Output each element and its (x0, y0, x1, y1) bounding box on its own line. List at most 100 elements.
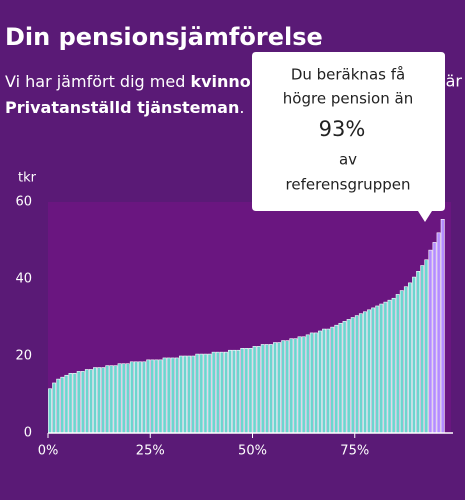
page-title: Din pensionsjämförelse (5, 23, 323, 51)
bar (64, 374, 69, 434)
bar (158, 359, 163, 434)
bar (420, 265, 425, 434)
bar (187, 355, 192, 434)
bar (232, 349, 237, 434)
bar (326, 328, 331, 434)
bar (121, 363, 126, 434)
y-tick-label: 20 (15, 349, 32, 364)
bar (129, 361, 134, 434)
bar (48, 388, 52, 434)
bar (309, 332, 314, 434)
bar (358, 313, 363, 434)
bar (93, 367, 97, 434)
chart: tkr 0 20 40 60 0% 25% 50% 75% (15, 171, 453, 459)
bar (101, 367, 106, 434)
bar (133, 361, 138, 434)
bar (379, 303, 384, 434)
bar (318, 330, 322, 434)
x-tick-label: 0% (38, 444, 59, 459)
bar (203, 353, 208, 434)
bar (256, 346, 261, 434)
bar (174, 357, 179, 434)
bar (371, 307, 376, 434)
bar (285, 340, 290, 434)
bar (412, 276, 417, 434)
bar (215, 351, 220, 434)
bar (363, 311, 367, 434)
bar (383, 301, 388, 434)
bar (264, 344, 269, 434)
bar (367, 309, 372, 434)
bar (428, 249, 433, 434)
bar (375, 305, 380, 434)
intro-start: Vi har jämfört dig med (5, 72, 190, 91)
bar (252, 346, 257, 434)
bar (89, 369, 93, 434)
tooltip-text: högre pension än (283, 90, 413, 108)
bar (408, 282, 412, 434)
bar (154, 359, 159, 434)
intro-group: Privatanställd tjänsteman (5, 98, 239, 117)
bar (199, 353, 204, 434)
bar (297, 336, 302, 434)
tooltip-box (252, 52, 445, 222)
bar (273, 342, 277, 434)
bar (142, 361, 147, 434)
bar (432, 242, 437, 434)
bar (268, 344, 273, 434)
tooltip-text: Du beräknas få (291, 66, 405, 84)
bar (342, 321, 347, 434)
bar (338, 322, 343, 434)
bar (56, 378, 61, 434)
bar (80, 371, 85, 434)
bar (281, 340, 286, 434)
bar (84, 369, 89, 434)
bar (68, 373, 73, 434)
bar (150, 359, 155, 434)
bar (387, 299, 392, 434)
x-tick-label: 25% (136, 444, 165, 459)
tooltip-text: av (339, 151, 357, 169)
intro-text-2: Privatanställd tjänsteman. (5, 98, 244, 117)
bar (416, 270, 421, 434)
bar (236, 349, 241, 434)
bar (354, 315, 359, 434)
bar (289, 338, 294, 434)
bar (146, 359, 151, 434)
bar (330, 326, 335, 434)
bar (219, 351, 224, 434)
bar (162, 357, 167, 434)
bar (195, 353, 200, 434)
bar (244, 347, 249, 434)
x-tick-label: 50% (238, 444, 267, 459)
bar (52, 382, 57, 434)
intro-text: Vi har jämfört dig med kvinnor (5, 72, 259, 91)
tooltip-value: 93% (319, 117, 366, 141)
bar (436, 232, 441, 434)
bar (424, 259, 429, 434)
y-tick-label: 60 (15, 195, 32, 210)
bar (105, 365, 110, 434)
bar (223, 351, 228, 434)
bar (178, 355, 183, 434)
bar (125, 363, 130, 434)
bar (248, 347, 253, 434)
bar (305, 334, 310, 434)
bar (97, 367, 102, 434)
bar (228, 349, 232, 434)
bar (313, 332, 318, 434)
bar (260, 344, 265, 434)
bar (391, 297, 396, 434)
bar (117, 363, 122, 434)
bar (72, 373, 77, 434)
bar (277, 342, 282, 434)
bar (170, 357, 175, 434)
bar (293, 338, 298, 434)
bar (207, 353, 212, 434)
bar (346, 319, 351, 434)
bar (322, 328, 327, 434)
bar (138, 361, 142, 434)
intro-bold: kvinnor (190, 72, 258, 91)
tooltip-text: referensgruppen (286, 176, 411, 194)
